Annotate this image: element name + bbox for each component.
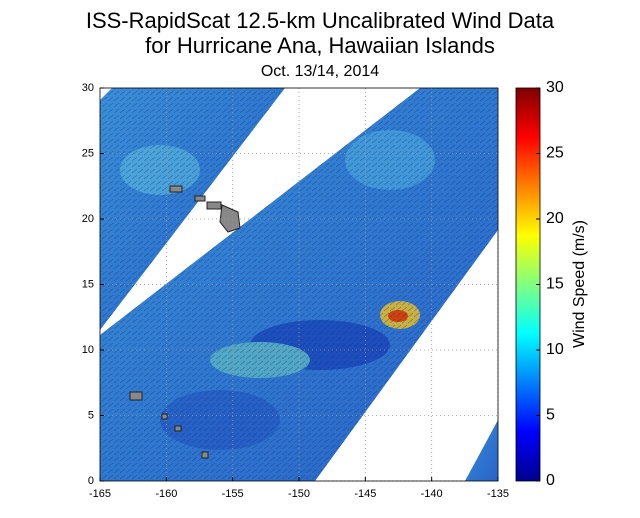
colorbar-tick-label: 0: [546, 472, 555, 489]
colorbar-label: Wind Speed (m/s): [571, 220, 588, 348]
x-tick-label: -160: [155, 488, 177, 500]
plot-frame: [99, 87, 499, 482]
y-tick-label: 10: [82, 344, 94, 356]
y-tick-label: 25: [82, 147, 94, 159]
y-tick-label: 5: [88, 409, 94, 421]
colorbar-tick-label: 5: [546, 407, 555, 424]
colorbar-tick-label: 20: [546, 210, 564, 227]
chart-title: ISS-RapidScat 12.5-km Uncalibrated Wind …: [86, 8, 555, 33]
y-tick-label: 15: [82, 278, 94, 290]
chart-subtitle: for Hurricane Ana, Hawaiian Islands: [145, 33, 495, 58]
colorbar-tick-label: 25: [546, 145, 564, 162]
colorbar-tick-label: 15: [546, 276, 564, 293]
islands: [129, 185, 241, 459]
colorbar-tick-label: 30: [546, 79, 564, 96]
swath: [465, 420, 498, 481]
wind-vectors: [100, 88, 285, 330]
y-tick-label: 30: [82, 82, 94, 94]
chart-date: Oct. 13/14, 2014: [261, 63, 379, 80]
x-tick-label: -150: [288, 488, 310, 500]
x-tick-label: -140: [421, 488, 443, 500]
x-tick-label: -145: [354, 488, 376, 500]
x-tick-label: -155: [222, 488, 244, 500]
x-tick-label: -165: [89, 488, 111, 500]
y-tick-label: 20: [82, 213, 94, 225]
colorbar-tick-label: 10: [546, 341, 564, 358]
x-tick-label: -135: [487, 488, 509, 500]
y-tick-label: 0: [88, 475, 94, 487]
